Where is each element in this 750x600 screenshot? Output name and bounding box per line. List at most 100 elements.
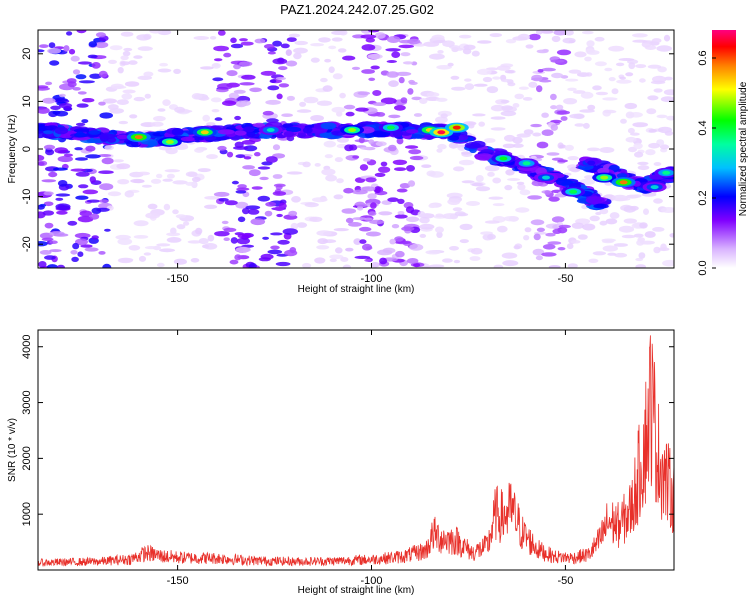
- heatmap-cell: [120, 55, 129, 61]
- heatmap-cell: [98, 251, 106, 255]
- heatmap-cell: [353, 238, 362, 246]
- x-tick-label: -100: [360, 273, 382, 285]
- heatmap-cell: [449, 246, 459, 251]
- heatmap-cell: [361, 186, 376, 192]
- heatmap-cell: [505, 39, 517, 44]
- heatmap-cell: [214, 117, 223, 121]
- heatmap-cell: [68, 48, 76, 55]
- heatmap-cell: [49, 240, 58, 244]
- heatmap-cell: [43, 144, 56, 150]
- heatmap-cell: [512, 103, 520, 108]
- heatmap-cell: [492, 76, 501, 80]
- heatmap-cell: [501, 78, 511, 83]
- heatmap-cell: [594, 61, 607, 67]
- heatmap-cell: [98, 199, 109, 203]
- heatmap-cell: [248, 169, 261, 177]
- heatmap-cell: [551, 216, 565, 223]
- heatmap-cell: [436, 97, 448, 102]
- heatmap-cell: [336, 178, 344, 184]
- heatmap-cell: [324, 58, 331, 63]
- heatmap-cell: [499, 156, 508, 161]
- heatmap-cell: [242, 207, 250, 215]
- heatmap-cell: [573, 113, 585, 120]
- heatmap-cell: [143, 71, 154, 77]
- heatmap-cell: [568, 69, 582, 74]
- heatmap-cell: [556, 110, 570, 115]
- heatmap-cell: [250, 218, 266, 226]
- heatmap-cell: [278, 83, 290, 88]
- heatmap-cell: [630, 205, 639, 211]
- heatmap-cell: [405, 145, 419, 149]
- spectrogram-y-ticks: -20 -10 0 10 20: [21, 48, 674, 252]
- heatmap-cell: [257, 166, 271, 170]
- heatmap-cell: [472, 113, 486, 117]
- heatmap-cell: [517, 33, 531, 41]
- heatmap-cell: [473, 83, 488, 87]
- snr-x-ticks: -150 -100 -50: [167, 330, 573, 587]
- heatmap-cell: [275, 76, 286, 81]
- heatmap-cell: [519, 189, 531, 196]
- heatmap-cell: [464, 78, 472, 82]
- heatmap-cell: [278, 66, 288, 71]
- heatmap-cell: [389, 238, 396, 245]
- heatmap-cell: [388, 114, 401, 119]
- heatmap-cell: [409, 155, 424, 161]
- heatmap-cell: [240, 41, 254, 46]
- heatmap-cell: [639, 78, 646, 83]
- x-tick-label: -150: [167, 273, 189, 285]
- heatmap-cell: [123, 47, 133, 52]
- heatmap-cell: [174, 106, 186, 113]
- heatmap-cell: [469, 256, 481, 261]
- heatmap-cell: [459, 223, 473, 231]
- heatmap-cell: [57, 180, 68, 187]
- heatmap-cell: [452, 125, 461, 130]
- heatmap-cell: [66, 31, 73, 36]
- heatmap-cell: [254, 38, 266, 44]
- heatmap-cell: [74, 147, 83, 151]
- heatmap-cell: [490, 127, 506, 131]
- heatmap-cell: [128, 60, 138, 65]
- heatmap-cell: [310, 43, 324, 47]
- heatmap-cell: [450, 75, 460, 80]
- heatmap-cell: [592, 85, 602, 91]
- heatmap-cell: [406, 165, 415, 172]
- heatmap-cell: [504, 184, 513, 191]
- heatmap-cell: [400, 52, 411, 57]
- heatmap-cell: [176, 224, 186, 230]
- heatmap-cell: [516, 133, 531, 138]
- heatmap-cell: [405, 129, 419, 134]
- heatmap-cell: [143, 252, 152, 256]
- heatmap-cell: [206, 154, 218, 160]
- heatmap-cell: [407, 180, 416, 187]
- heatmap-cell: [47, 48, 62, 54]
- heatmap-cell: [137, 75, 153, 81]
- heatmap-cell: [124, 81, 140, 87]
- heatmap-cell: [43, 191, 54, 196]
- heatmap-cell: [75, 74, 87, 80]
- heatmap-cell: [207, 234, 215, 242]
- heatmap-cell: [223, 227, 237, 232]
- heatmap-cell: [288, 33, 301, 38]
- heatmap-cell: [413, 263, 421, 268]
- heatmap-cell: [237, 233, 252, 239]
- heatmap-cell: [490, 116, 506, 120]
- heatmap-cell: [608, 45, 625, 52]
- heatmap-cell: [334, 157, 343, 163]
- heatmap-cell: [133, 220, 149, 227]
- heatmap-cell: [98, 133, 117, 140]
- heatmap-cell: [266, 128, 275, 132]
- heatmap-cell: [54, 126, 69, 135]
- heatmap-cell: [107, 191, 122, 197]
- heatmap-cell: [374, 186, 381, 194]
- heatmap-cell: [56, 264, 65, 268]
- heatmap-cell: [442, 213, 459, 220]
- heatmap-cell: [362, 243, 372, 251]
- heatmap-cell: [89, 73, 102, 79]
- heatmap-cell: [91, 62, 101, 69]
- heatmap-cell: [134, 135, 143, 140]
- heatmap-cell: [557, 159, 568, 163]
- heatmap-cell: [149, 30, 163, 34]
- heatmap-cell: [356, 203, 368, 208]
- heatmap-cell: [320, 122, 337, 130]
- heatmap-cell: [234, 115, 242, 121]
